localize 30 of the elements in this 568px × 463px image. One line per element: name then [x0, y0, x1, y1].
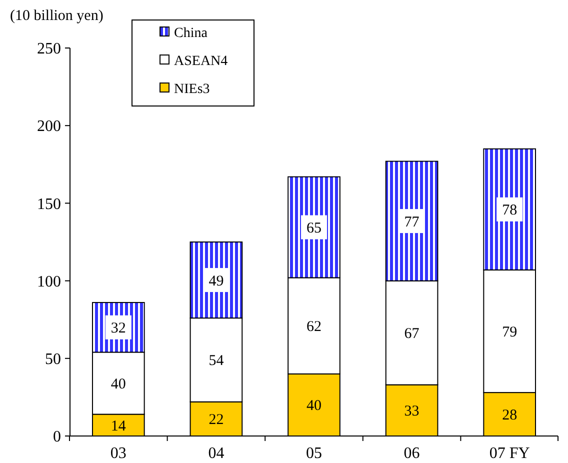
y-tick-label: 100	[37, 273, 61, 290]
data-label: 22	[208, 412, 224, 428]
legend-label: China	[174, 26, 208, 41]
y-tick-label: 50	[45, 351, 61, 368]
data-label: 77	[404, 214, 420, 230]
data-label: 33	[404, 404, 420, 420]
y-tick-label: 150	[37, 196, 61, 213]
x-tick-label: 05	[306, 445, 322, 462]
x-tick-label: 03	[110, 445, 126, 462]
data-label: 54	[208, 353, 224, 370]
data-label: 62	[306, 319, 322, 336]
data-label: 49	[208, 273, 224, 290]
legend-label: NIEs3	[174, 82, 210, 97]
y-tick-label: 250	[37, 40, 61, 58]
x-tick-label: 06	[404, 445, 420, 462]
data-label: 78	[502, 202, 518, 219]
data-label: 79	[502, 324, 518, 340]
data-label: 67	[404, 326, 420, 342]
y-tick-label: 200	[37, 118, 61, 136]
data-label: 28	[502, 408, 518, 424]
legend-label: ASEAN4	[174, 54, 228, 69]
data-label: 65	[306, 220, 322, 237]
data-label: 40	[110, 376, 126, 392]
data-label: 32	[110, 320, 126, 337]
x-tick-label: 07 FY	[489, 445, 530, 462]
data-label: 40	[306, 398, 322, 414]
data-label: 14	[110, 418, 126, 434]
y-axis-title: (10 billion yen)	[10, 8, 104, 24]
y-tick-label: 0	[53, 428, 61, 446]
x-tick-label: 04	[208, 445, 224, 462]
